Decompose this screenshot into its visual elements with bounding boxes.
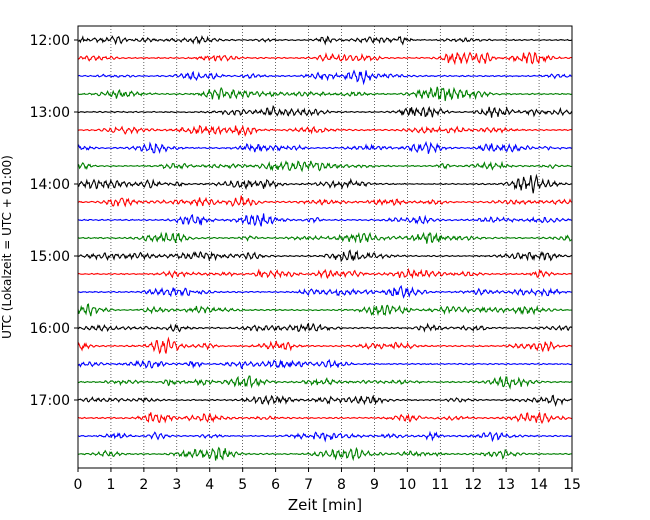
y-axis: 12:00 13:00 14:00 15:00 16:00 17:00 xyxy=(30,33,78,409)
y-tick-label: 13:00 xyxy=(30,105,70,121)
trace-1215 xyxy=(77,51,572,66)
y-tick-label: 14:00 xyxy=(30,177,70,193)
trace-1430 xyxy=(77,213,572,227)
trace-1745 xyxy=(77,446,572,462)
x-tick-label: 14 xyxy=(530,477,548,493)
x-tick-label: 5 xyxy=(238,477,247,493)
x-tick-label: 10 xyxy=(398,477,416,493)
x-tick-label: 3 xyxy=(172,477,181,493)
x-tick-label: 6 xyxy=(271,477,280,493)
x-tick-label: 7 xyxy=(304,477,313,493)
trace-1445 xyxy=(77,231,572,244)
trace-1245 xyxy=(77,86,572,102)
x-axis-label: Zeit [min] xyxy=(288,496,362,514)
x-tick-label: 8 xyxy=(337,477,346,493)
trace-1645 xyxy=(77,375,572,390)
trace-1700 xyxy=(77,394,572,408)
trace-1315 xyxy=(77,124,572,137)
trace-1515 xyxy=(77,267,572,280)
trace-1615 xyxy=(77,336,572,355)
y-tick-label: 15:00 xyxy=(30,249,70,265)
trace-1230 xyxy=(77,69,572,86)
x-tick-label: 4 xyxy=(205,477,214,493)
trace-1300 xyxy=(77,104,573,118)
trace-1600 xyxy=(77,322,572,333)
y-tick-label: 17:00 xyxy=(30,393,70,409)
x-tick-label: 2 xyxy=(139,477,148,493)
y-tick-label: 16:00 xyxy=(30,321,70,337)
trace-1330 xyxy=(77,140,572,154)
trace-1530 xyxy=(77,284,572,299)
trace-1500 xyxy=(77,249,572,263)
x-tick-label: 12 xyxy=(464,477,482,493)
x-tick-label: 1 xyxy=(106,477,115,493)
trace-1715 xyxy=(77,411,572,425)
x-tick-label: 15 xyxy=(563,477,581,493)
trace-1630 xyxy=(77,358,572,370)
plot-frame xyxy=(77,25,573,469)
trace-1545 xyxy=(77,303,572,317)
trace-1400 xyxy=(77,173,572,194)
y-tick-label: 12:00 xyxy=(30,33,70,49)
x-axis: 0 1 2 3 4 5 6 7 8 9 10 11 12 13 14 15 xyxy=(74,468,581,493)
seismic-traces xyxy=(77,35,573,462)
x-tick-label: 0 xyxy=(74,477,83,493)
x-tick-label: 11 xyxy=(431,477,449,493)
trace-1345 xyxy=(77,160,572,173)
trace-1200 xyxy=(77,35,572,46)
x-tick-label: 13 xyxy=(497,477,515,493)
x-tick-label: 9 xyxy=(370,477,379,493)
trace-1415 xyxy=(77,195,572,208)
trace-1730 xyxy=(77,430,572,443)
plot-area-background xyxy=(78,26,572,468)
y-axis-label: UTC (Lokalzeit = UTC + 01:00) xyxy=(0,155,14,339)
